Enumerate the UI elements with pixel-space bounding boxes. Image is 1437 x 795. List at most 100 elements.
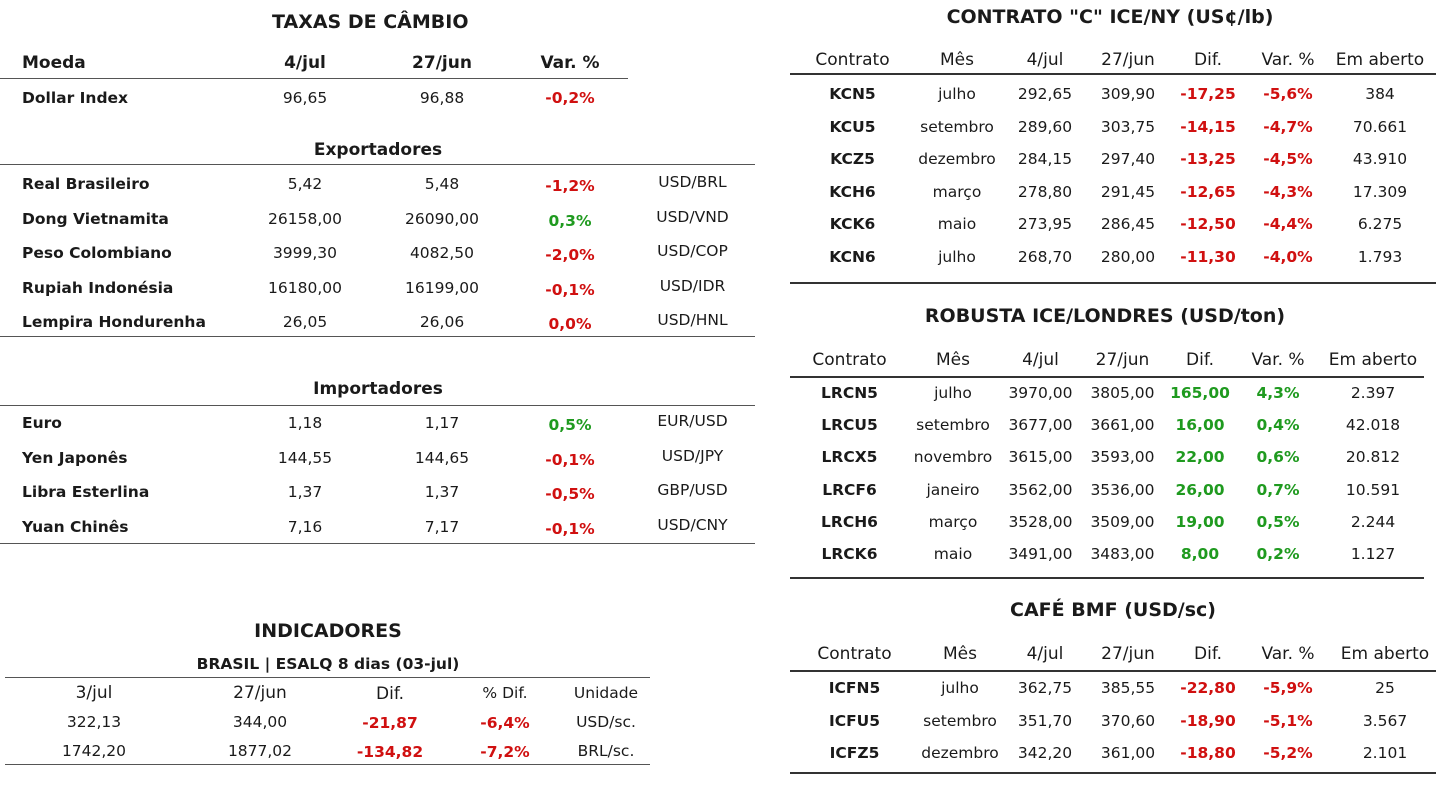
contract-value-date2: 280,00 [1100, 248, 1156, 266]
contract-month: setembro [923, 711, 997, 730]
dollar-index-v2: 96,88 [419, 89, 465, 107]
currency-value-date1: 3999,30 [272, 244, 338, 262]
indicadores-header-date2: 27/jun [233, 683, 287, 703]
contract-code: LRCN5 [821, 384, 878, 402]
robusta-header-dif: Dif. [1186, 350, 1214, 370]
contract-code: ICFU5 [828, 711, 881, 730]
contract-dif: 19,00 [1175, 512, 1225, 531]
contract-dif: 8,00 [1180, 545, 1220, 563]
contract-month: julho [941, 679, 979, 697]
currency-var: -0,5% [545, 485, 595, 504]
contract-open-interest: 10.591 [1345, 480, 1401, 499]
contract-dif: -12,50 [1180, 215, 1236, 234]
cafe-bmf-header-date1: 4/jul [1026, 644, 1064, 664]
robusta-header-date1: 4/jul [1022, 350, 1059, 370]
currency-value-date2: 4082,50 [409, 244, 475, 262]
contrato-c-header-date1: 4/jul [1026, 50, 1064, 70]
currency-pair: USD/BRL [658, 173, 727, 191]
currency-var: -2,0% [545, 246, 595, 264]
contract-dif: -11,30 [1180, 248, 1236, 266]
indicadores-subtitle-line [5, 677, 650, 678]
indicador-value-date2: 1877,02 [227, 742, 293, 760]
contract-month: julho [934, 384, 972, 402]
taxas-header-date1: 4/jul [284, 53, 326, 73]
currency-pair: USD/COP [657, 242, 728, 260]
contract-month: setembro [920, 117, 994, 136]
contract-code: LRCU5 [821, 416, 878, 435]
currency-name: Lempira Hondurenha [22, 313, 206, 331]
contract-month: março [928, 512, 978, 531]
currency-pair: GBP/USD [657, 481, 728, 500]
cafe-bmf-header-contract: Contrato [817, 644, 892, 664]
currency-value-date2: 1,17 [424, 414, 460, 432]
contract-value-date1: 3528,00 [1008, 512, 1073, 531]
contract-var: 0,6% [1256, 448, 1300, 467]
currency-value-date1: 7,16 [287, 518, 323, 537]
contract-value-date2: 286,45 [1100, 215, 1156, 234]
contract-value-date2: 361,00 [1100, 744, 1156, 763]
currency-value-date1: 16180,00 [268, 278, 342, 297]
cafe-bmf-header-dif: Dif. [1194, 644, 1222, 664]
contract-var: 0,7% [1256, 480, 1300, 499]
contract-var: 0,2% [1256, 545, 1300, 563]
contract-code: ICFN5 [828, 679, 881, 697]
contract-month: dezembro [918, 150, 996, 169]
contract-value-date1: 289,60 [1017, 117, 1073, 136]
contract-dif: -18,90 [1180, 711, 1236, 730]
currency-pair: USD/VND [656, 207, 729, 226]
contract-var: 4,3% [1256, 384, 1300, 402]
contract-open-interest: 2.101 [1362, 744, 1408, 763]
contract-month: dezembro [921, 744, 999, 763]
indicador-value-date1: 322,13 [66, 713, 122, 731]
currency-name: Libra Esterlina [22, 483, 150, 502]
contract-code: ICFZ5 [829, 744, 880, 763]
indicador-pct: -6,4% [480, 714, 530, 732]
currency-name: Euro [22, 414, 62, 432]
currency-name: Yuan Chinês [22, 518, 129, 537]
contract-dif: -18,80 [1180, 744, 1236, 763]
robusta-header-contract: Contrato [812, 350, 887, 370]
contract-code: LRCX5 [821, 448, 878, 467]
currency-var: 0,0% [548, 315, 592, 333]
currency-name: Yen Japonês [22, 448, 128, 467]
dollar-index-label: Dollar Index [22, 89, 129, 107]
contract-value-date2: 3661,00 [1090, 416, 1155, 435]
currency-value-date1: 1,18 [287, 414, 323, 432]
contrato-c-header-open: Em aberto [1335, 50, 1425, 70]
contract-open-interest: 2.397 [1350, 384, 1396, 402]
cafe-bmf-title: CAFÉ BMF (USD/sc) [1010, 599, 1216, 621]
contract-open-interest: 70.661 [1352, 117, 1408, 136]
contrato-c-header-date2: 27/jun [1101, 50, 1155, 70]
contract-value-date1: 278,80 [1017, 182, 1073, 201]
contract-month: julho [938, 248, 976, 266]
contract-var: -4,5% [1263, 150, 1313, 169]
contract-value-date2: 3805,00 [1090, 384, 1155, 402]
exportadores-title: Exportadores [313, 140, 443, 160]
currency-pair: EUR/USD [657, 412, 728, 430]
currency-value-date1: 26,05 [282, 313, 328, 331]
indicador-value-date1: 1742,20 [61, 742, 127, 760]
indicador-value-date2: 344,00 [232, 713, 288, 731]
contract-value-date1: 362,75 [1017, 679, 1073, 697]
contract-code: LRCH6 [821, 512, 878, 531]
contrato-c-header-var: Var. % [1261, 50, 1315, 70]
currency-value-date2: 144,65 [414, 448, 470, 467]
contract-code: KCN5 [829, 85, 876, 103]
contract-var: -5,1% [1263, 711, 1313, 730]
contract-month: maio [933, 545, 973, 563]
robusta-bottom-line [790, 577, 1424, 579]
contract-dif: -17,25 [1180, 85, 1236, 103]
contract-var: -4,7% [1263, 117, 1313, 136]
robusta-header-line [790, 376, 1424, 378]
contract-value-date1: 351,70 [1017, 711, 1073, 730]
importadores-line [0, 405, 755, 406]
taxas-header-line [0, 78, 628, 79]
currency-value-date2: 1,37 [424, 483, 460, 502]
robusta-header-open: Em aberto [1328, 350, 1418, 370]
contrato-c-header-month: Mês [940, 50, 974, 70]
contract-open-interest: 17.309 [1352, 182, 1408, 201]
currency-pair: USD/HNL [657, 311, 728, 329]
contract-code: KCK6 [829, 215, 876, 234]
indicadores-header-unit: Unidade [573, 684, 639, 702]
currency-value-date2: 5,48 [424, 175, 460, 193]
